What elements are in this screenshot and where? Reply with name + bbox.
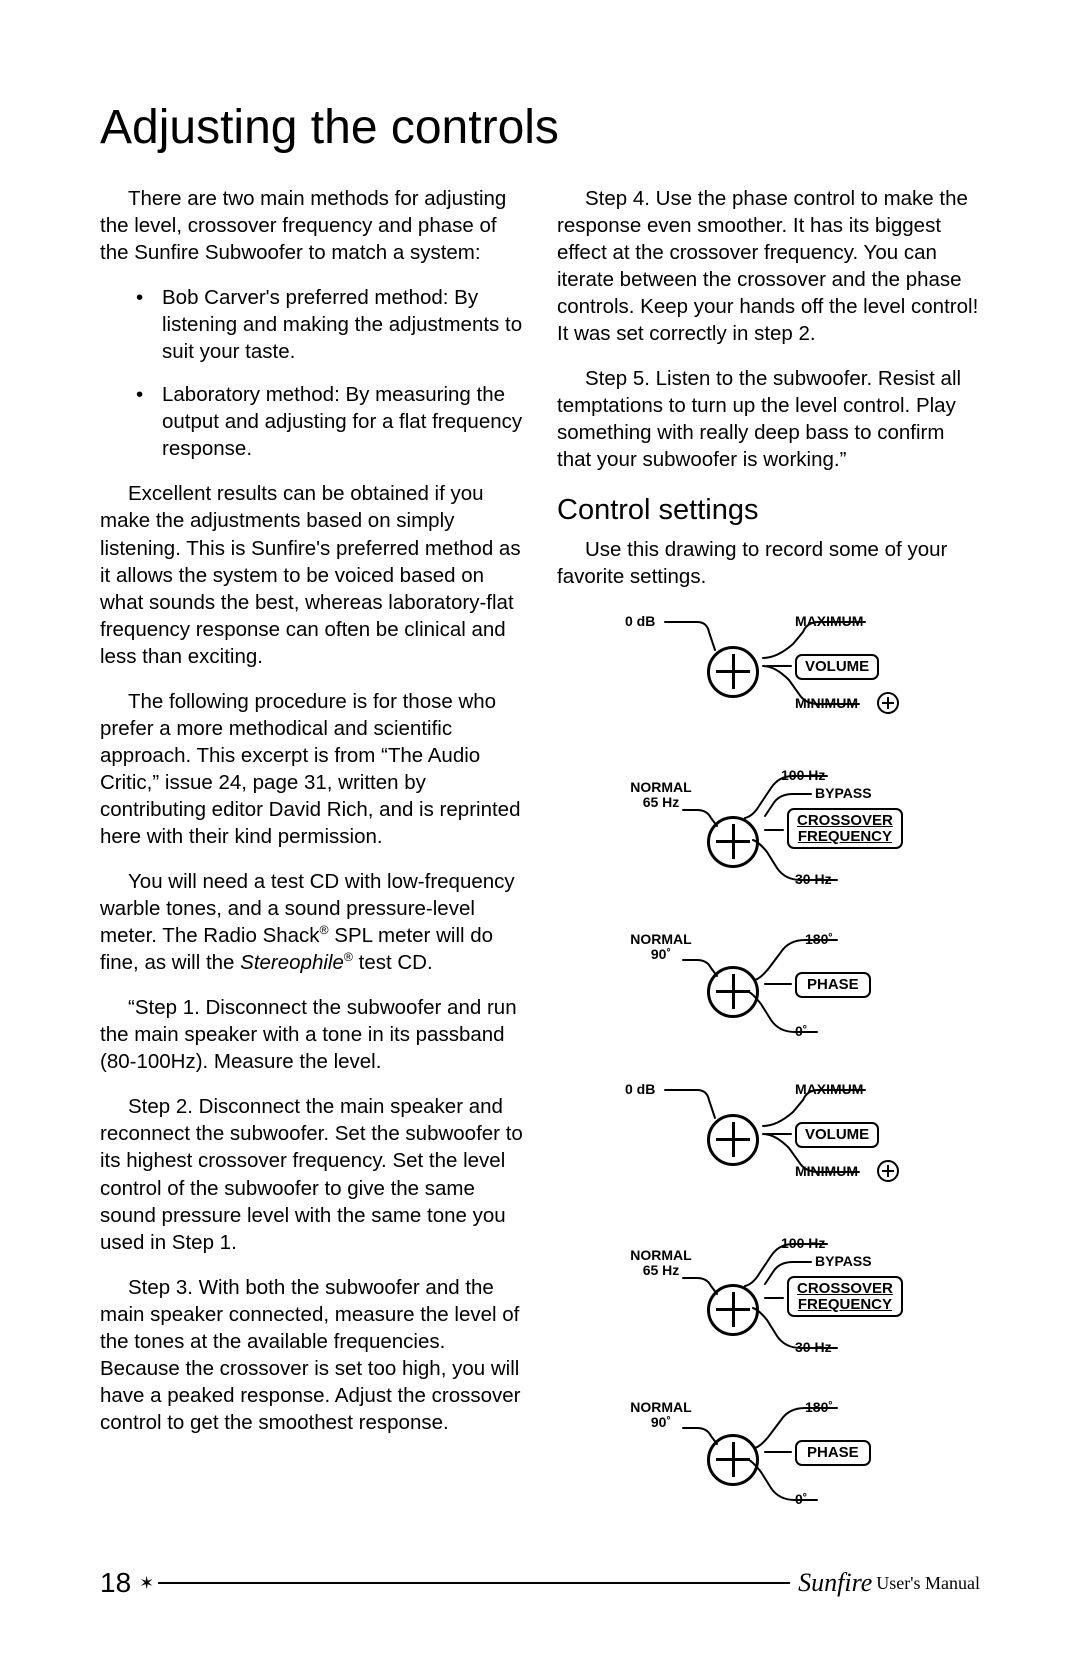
knob-icon: [707, 1284, 759, 1336]
label-min: MINIMUM: [795, 1164, 858, 1179]
intro-para: There are two main methods for adjusting…: [100, 185, 523, 266]
leader-lines: [557, 1076, 977, 1236]
brand-name: Sunfire: [798, 1568, 872, 1598]
right-column: Step 4. Use the phase control to make th…: [557, 185, 980, 1544]
label-0deg: 0˚: [795, 1492, 807, 1507]
label-30hz: 30 Hz: [795, 1340, 832, 1355]
two-column-layout: There are two main methods for adjusting…: [100, 185, 980, 1544]
label-0deg: 0˚: [795, 1024, 807, 1039]
step-para: Step 5. Listen to the subwoofer. Resist …: [557, 365, 980, 473]
dial-crossover: NORMAL65 Hz 100 Hz BYPASS CROSSOVER FREQ…: [557, 1236, 980, 1396]
label-bypass: BYPASS: [815, 1254, 872, 1269]
label-180: 180˚: [805, 932, 833, 947]
leader-lines: [557, 1236, 977, 1396]
body-para: You will need a test CD with low-frequen…: [100, 868, 523, 976]
star-icon: ✶: [139, 1573, 154, 1594]
label-normal-65: NORMAL65 Hz: [621, 780, 701, 811]
section-subhead: Control settings: [557, 491, 980, 529]
knob-icon: [707, 816, 759, 868]
dial-volume: 0 dB MAXIMUM VOLUME MINIMUM: [557, 1076, 980, 1236]
label-180: 180˚: [805, 1400, 833, 1415]
leader-lines: [557, 608, 977, 768]
knob-icon: [707, 646, 759, 698]
body-para: The following procedure is for those who…: [100, 688, 523, 850]
knob-icon: [707, 966, 759, 1018]
dial-volume: 0 dB MAXIMUM VOLUME MINIMUM: [557, 608, 980, 768]
label-max: MAXIMUM: [795, 1082, 863, 1097]
tag-phase: PHASE: [795, 972, 871, 998]
page-title: Adjusting the controls: [100, 100, 980, 155]
label-30hz: 30 Hz: [795, 872, 832, 887]
label-normal-65: NORMAL65 Hz: [621, 1248, 701, 1279]
small-knob-icon: [877, 1160, 899, 1182]
tag-crossover: CROSSOVER FREQUENCY: [787, 1276, 903, 1318]
leader-lines: [557, 1396, 977, 1546]
page-footer: 18 ✶ Sunfire User's Manual: [100, 1567, 980, 1599]
tag-volume: VOLUME: [795, 654, 879, 680]
dial-phase: NORMAL90˚ 180˚ PHASE 0˚: [557, 928, 980, 1076]
tag-phase: PHASE: [795, 1440, 871, 1466]
left-column: There are two main methods for adjusting…: [100, 185, 523, 1544]
label-100hz: 100 Hz: [781, 768, 825, 783]
label-normal-90: NORMAL90˚: [621, 1400, 701, 1431]
page-number: 18: [100, 1567, 131, 1599]
body-para: Excellent results can be obtained if you…: [100, 480, 523, 669]
dial-diagram: 0 dB MAXIMUM VOLUME MINIMUM: [557, 608, 980, 1544]
label-max: MAXIMUM: [795, 614, 863, 629]
dial-phase: NORMAL90˚ 180˚ PHASE 0˚: [557, 1396, 980, 1544]
label-normal-90: NORMAL90˚: [621, 932, 701, 963]
label-bypass: BYPASS: [815, 786, 872, 801]
label-100hz: 100 Hz: [781, 1236, 825, 1251]
dial-crossover: NORMAL65 Hz 100 Hz BYPASS CROSSOVER FREQ…: [557, 768, 980, 928]
label-0db: 0 dB: [625, 614, 655, 629]
list-item: Laboratory method: By measuring the outp…: [136, 381, 523, 462]
tag-crossover: CROSSOVER FREQUENCY: [787, 808, 903, 850]
knob-icon: [707, 1434, 759, 1486]
step-para: Step 2. Disconnect the main speaker and …: [100, 1093, 523, 1255]
step-para: Step 3. With both the subwoofer and the …: [100, 1274, 523, 1436]
label-0db: 0 dB: [625, 1082, 655, 1097]
brand-tail: User's Manual: [876, 1573, 980, 1594]
step-para: Step 4. Use the phase control to make th…: [557, 185, 980, 347]
tag-volume: VOLUME: [795, 1122, 879, 1148]
methods-list: Bob Carver's preferred method: By listen…: [136, 284, 523, 462]
registered-mark: ®: [344, 950, 353, 964]
list-item: Bob Carver's preferred method: By listen…: [136, 284, 523, 365]
knob-icon: [707, 1114, 759, 1166]
label-min: MINIMUM: [795, 696, 858, 711]
body-para: Use this drawing to record some of your …: [557, 536, 980, 590]
step-para: “Step 1. Disconnect the subwoofer and ru…: [100, 994, 523, 1075]
footer-rule: [158, 1582, 790, 1584]
text: test CD.: [353, 951, 433, 974]
leader-lines: [557, 928, 977, 1078]
leader-lines: [557, 768, 977, 928]
registered-mark: ®: [320, 923, 329, 937]
stereophile-italic: Stereophile: [240, 951, 344, 974]
small-knob-icon: [877, 692, 899, 714]
